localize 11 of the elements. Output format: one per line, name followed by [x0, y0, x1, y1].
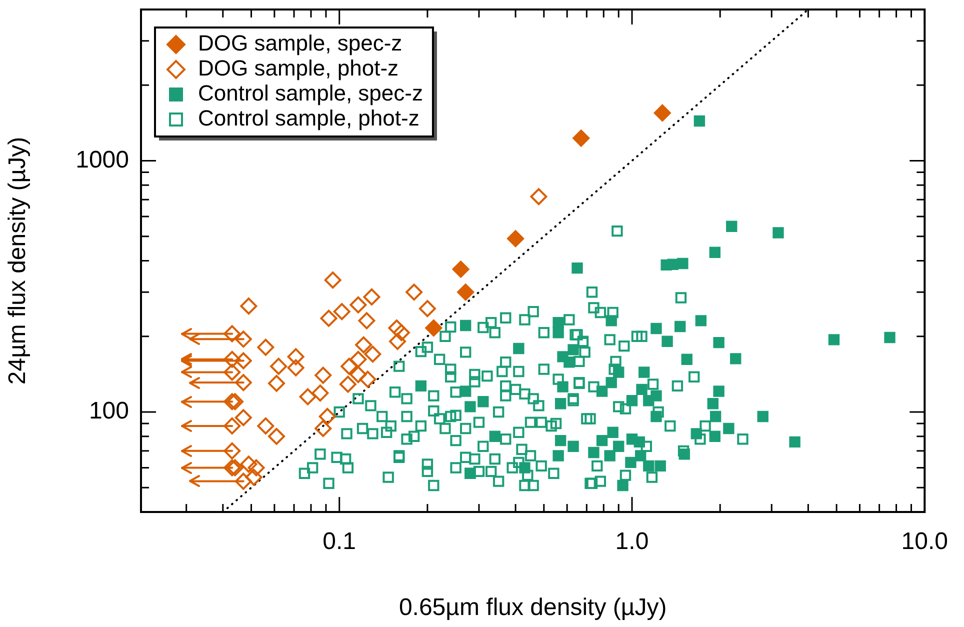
y-tick-label: 1000: [76, 146, 129, 174]
legend-label: Control sample, phot-z: [198, 106, 420, 131]
legend-label: DOG sample, spec-z: [198, 30, 402, 56]
legend-label: Control sample, spec-z: [198, 80, 423, 106]
y-tick-label: 100: [88, 398, 129, 425]
x-tick-label: 0.1: [322, 528, 356, 556]
x-tick-label: 10.0: [901, 528, 948, 556]
x-tick-label: 1.0: [615, 528, 649, 556]
x-axis-title: 0.65µm flux density (µJy): [398, 594, 667, 622]
legend-label: DOG sample, phot-z: [198, 56, 399, 81]
y-axis-title: 24µm flux density (µJy): [4, 136, 32, 385]
